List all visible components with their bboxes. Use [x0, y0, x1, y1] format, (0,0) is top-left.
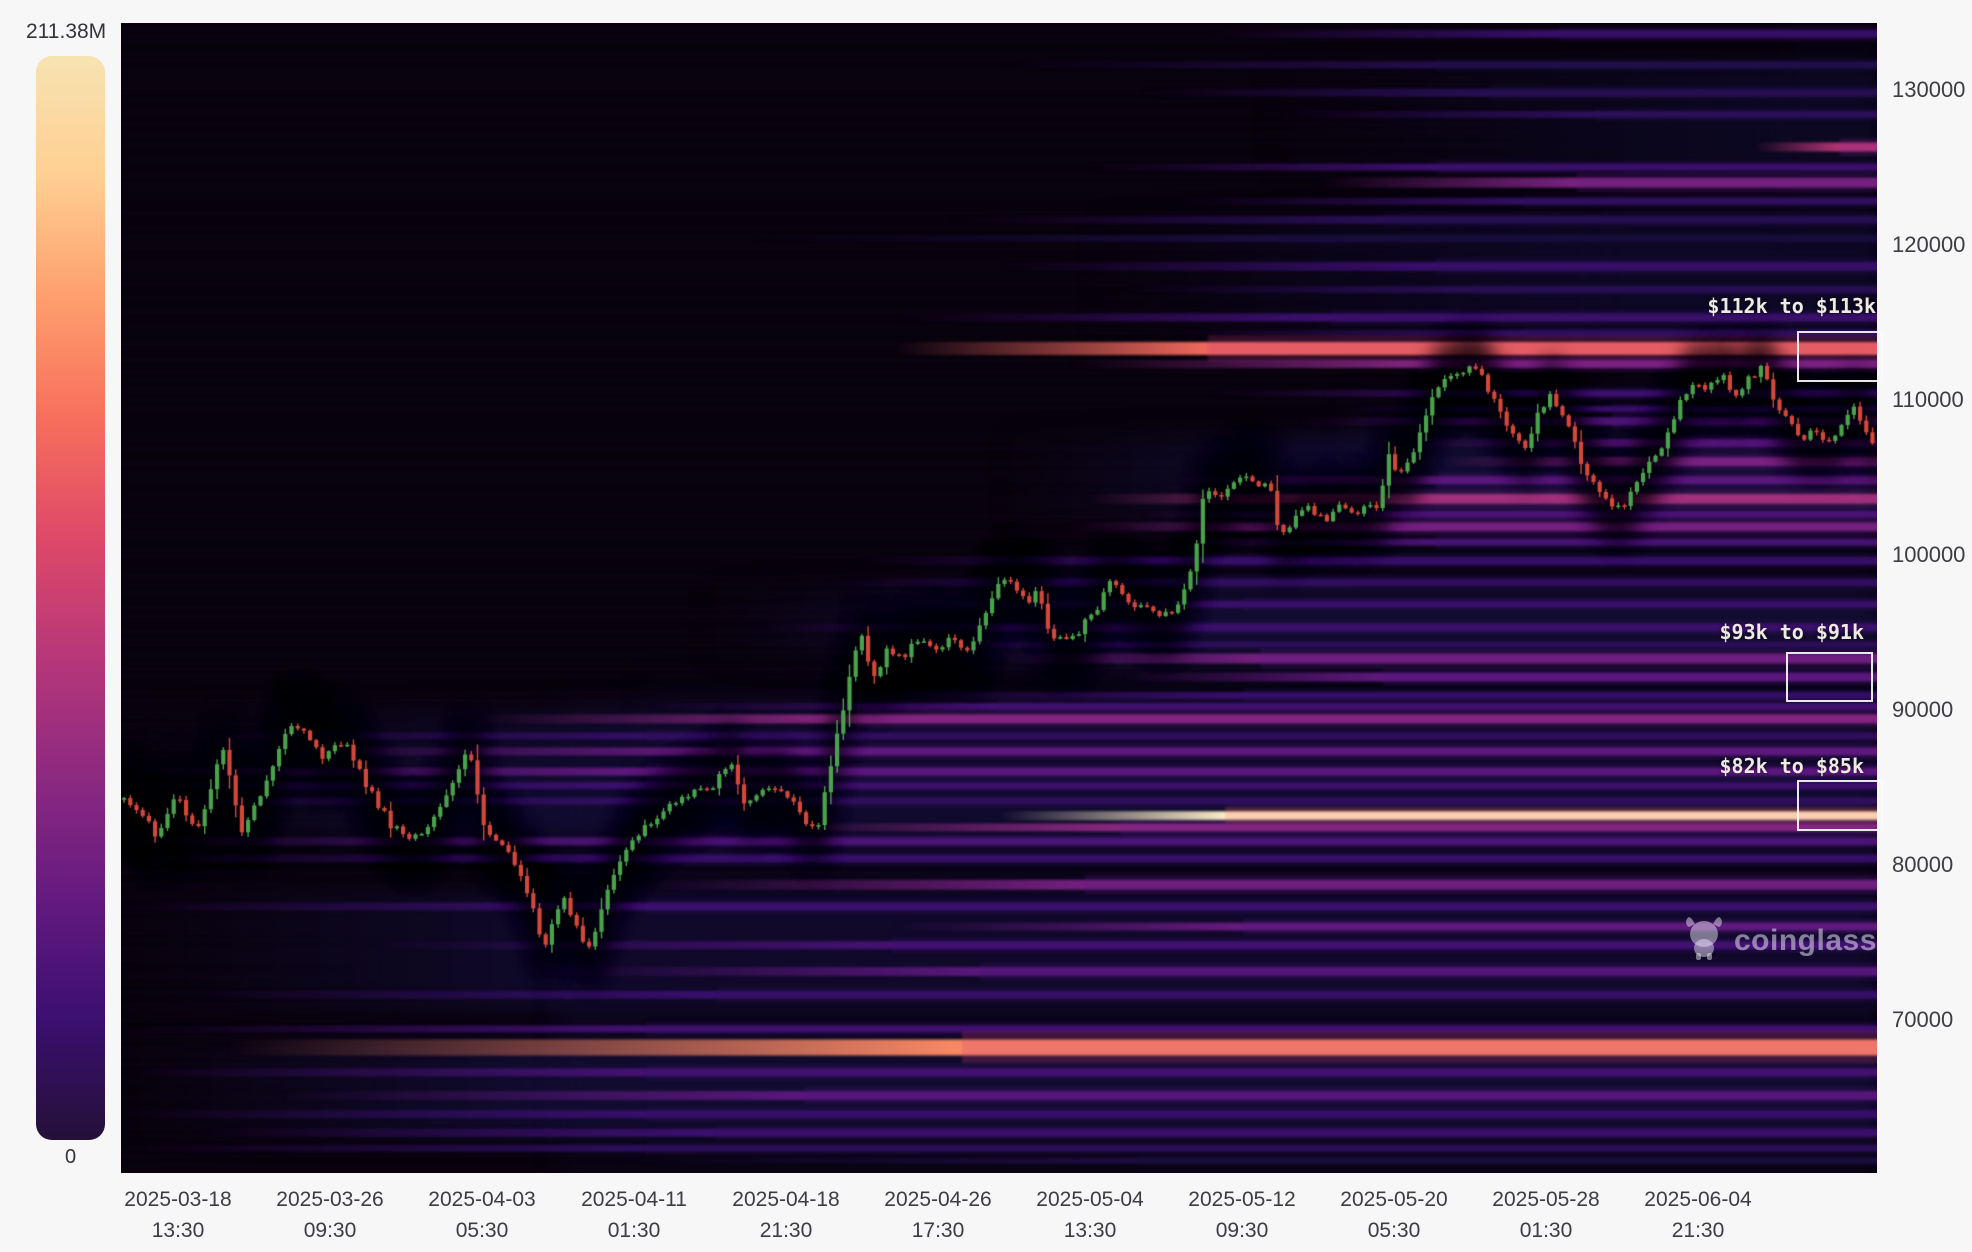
- annotation-label-82k-85k: $82k to $85k: [1719, 754, 1865, 778]
- x-axis-tick: 2025-03-18 13:30: [98, 1184, 258, 1246]
- x-axis-tick: 2025-05-12 09:30: [1162, 1184, 1322, 1246]
- x-tick-time: 17:30: [911, 1219, 965, 1242]
- x-tick-date: 2025-06-04: [1644, 1188, 1752, 1211]
- x-tick-time: 13:30: [151, 1219, 205, 1242]
- liquidation-heatmap-canvas[interactable]: [121, 23, 1877, 1173]
- x-axis-tick: 2025-06-04 21:30: [1618, 1184, 1778, 1246]
- x-tick-time: 05:30: [455, 1219, 509, 1242]
- x-tick-date: 2025-04-26: [884, 1188, 992, 1211]
- annotation-box-112k-113k: [1797, 331, 1883, 382]
- x-tick-date: 2025-03-26: [276, 1188, 384, 1211]
- x-tick-date: 2025-05-12: [1188, 1188, 1296, 1211]
- y-axis-tick: 80000: [1892, 851, 1954, 877]
- x-tick-time: 21:30: [759, 1219, 813, 1242]
- x-tick-date: 2025-05-20: [1340, 1188, 1448, 1211]
- y-axis-tick: 90000: [1892, 696, 1954, 722]
- x-tick-date: 2025-04-03: [428, 1188, 536, 1211]
- colorbar-max-label: 211.38M: [26, 20, 107, 43]
- x-tick-date: 2025-03-18: [124, 1188, 232, 1211]
- x-axis-tick: 2025-04-18 21:30: [706, 1184, 866, 1246]
- x-axis-tick: 2025-04-26 17:30: [858, 1184, 1018, 1246]
- x-tick-date: 2025-05-04: [1036, 1188, 1144, 1211]
- x-axis-tick: 2025-05-28 01:30: [1466, 1184, 1626, 1246]
- colorbar-min-label: 0: [64, 1146, 77, 1168]
- y-axis-tick: 70000: [1892, 1006, 1954, 1032]
- chart-area: [121, 23, 1877, 1173]
- y-axis-tick: 120000: [1892, 231, 1966, 257]
- annotation-box-82k-85k: [1797, 780, 1883, 831]
- x-tick-time: 21:30: [1671, 1219, 1725, 1242]
- x-axis-tick: 2025-03-26 09:30: [250, 1184, 410, 1246]
- x-tick-date: 2025-04-18: [732, 1188, 840, 1211]
- x-tick-time: 09:30: [303, 1219, 357, 1242]
- x-axis-tick: 2025-05-04 13:30: [1010, 1184, 1170, 1246]
- y-axis-tick: 130000: [1892, 76, 1966, 102]
- x-axis-tick: 2025-04-11 01:30: [554, 1184, 714, 1246]
- y-axis-tick: 100000: [1892, 541, 1966, 567]
- x-tick-time: 09:30: [1215, 1219, 1269, 1242]
- x-axis-tick: 2025-05-20 05:30: [1314, 1184, 1474, 1246]
- colorbar-gradient: [36, 56, 105, 1140]
- x-tick-date: 2025-04-11: [581, 1188, 687, 1211]
- annotation-label-93k-91k: $93k to $91k: [1719, 620, 1865, 644]
- x-tick-time: 13:30: [1063, 1219, 1117, 1242]
- x-axis-tick: 2025-04-03 05:30: [402, 1184, 562, 1246]
- x-tick-date: 2025-05-28: [1492, 1188, 1600, 1211]
- y-axis-tick: 110000: [1892, 386, 1964, 412]
- x-tick-time: 01:30: [1519, 1219, 1573, 1242]
- x-tick-time: 01:30: [607, 1219, 661, 1242]
- x-tick-time: 05:30: [1367, 1219, 1421, 1242]
- annotation-label-112k-113k: $112k to $113k: [1707, 294, 1876, 318]
- annotation-box-93k-91k: [1786, 652, 1873, 702]
